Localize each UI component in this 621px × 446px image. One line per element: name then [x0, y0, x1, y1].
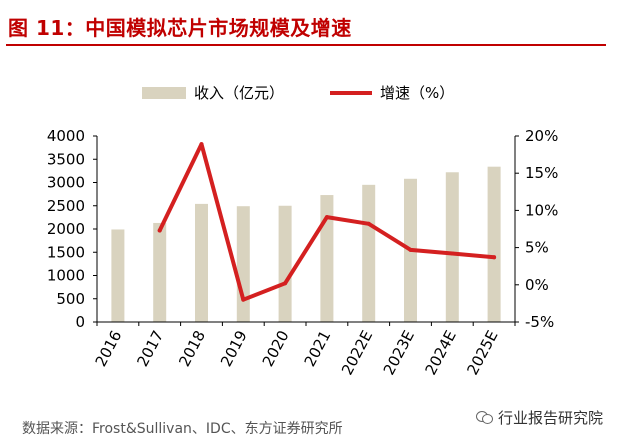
bar: [445, 172, 459, 322]
y-left-tick-label: 3500: [47, 150, 85, 168]
y-right-tick-label: 5%: [525, 239, 549, 257]
bar: [236, 206, 250, 322]
y-axis-right: -5% 0% 5% 10% 15% 20%: [514, 127, 558, 331]
bar: [111, 229, 125, 322]
bar: [320, 195, 334, 322]
growth-point: [241, 297, 246, 302]
y-right-tick-label: 0%: [525, 276, 549, 294]
y-left-tick-label: 500: [56, 290, 85, 308]
x-tick-label: 2018: [175, 327, 209, 369]
figure-title: 图 11：中国模拟芯片市场规模及增速: [8, 16, 352, 40]
title-rule: [6, 44, 606, 46]
growth-point: [408, 247, 413, 252]
growth-point: [324, 215, 329, 220]
x-axis: 2016 2017 2018 2019 2020 2021 2022E 2023E 2024E 2…: [92, 321, 516, 378]
x-tick-label: 2024E: [422, 327, 460, 378]
growth-point: [199, 142, 204, 147]
growth-point: [283, 281, 288, 286]
bar-series: [111, 166, 501, 322]
x-tick-label: 2022E: [338, 327, 376, 378]
wechat-icon: [476, 411, 494, 424]
x-tick-label: 2021: [301, 327, 335, 369]
y-left-tick-label: 3000: [47, 174, 85, 192]
bar: [278, 205, 292, 322]
legend-bar-swatch: [142, 87, 186, 99]
bar: [487, 166, 501, 322]
growth-point: [450, 251, 455, 256]
source-note: 数据来源：Frost&Sullivan、IDC、东方证券研究所: [22, 421, 343, 437]
y-left-tick-label: 1000: [47, 267, 85, 285]
bar: [195, 203, 208, 322]
y-right-tick-label: -5%: [525, 313, 554, 331]
y-left-tick-label: 4000: [47, 127, 85, 145]
x-tick-label: 2017: [133, 327, 167, 369]
watermark-text: 行业报告研究院: [498, 409, 604, 427]
y-right-tick-label: 10%: [525, 201, 558, 219]
y-left-tick-label: 0: [75, 313, 85, 331]
x-tick-label: 2016: [92, 327, 126, 369]
bar: [153, 222, 167, 322]
y-right-tick-label: 20%: [525, 127, 558, 145]
x-tick-label: 2025E: [463, 327, 501, 378]
legend-bar-label: 收入（亿元）: [194, 84, 284, 102]
growth-point: [157, 228, 162, 233]
x-tick-label: 2023E: [380, 327, 418, 378]
growth-line-series: [157, 142, 497, 302]
legend-line-label: 增速（%）: [380, 84, 454, 102]
bar: [362, 184, 376, 322]
y-right-tick-label: 15%: [525, 164, 558, 182]
growth-point: [492, 255, 497, 260]
watermark: 行业报告研究院: [476, 407, 603, 428]
x-tick-label: 2020: [259, 327, 293, 369]
y-axis-left: 0 500 1000 1500 2000 2500 3000 3500 4000: [47, 127, 98, 331]
y-left-tick-label: 1500: [47, 243, 85, 261]
growth-point: [366, 221, 371, 226]
x-tick-label: 2019: [217, 327, 251, 369]
y-left-tick-label: 2500: [47, 197, 85, 215]
y-left-tick-label: 2000: [47, 220, 85, 238]
legend: 收入（亿元） 增速（%）: [142, 84, 454, 102]
